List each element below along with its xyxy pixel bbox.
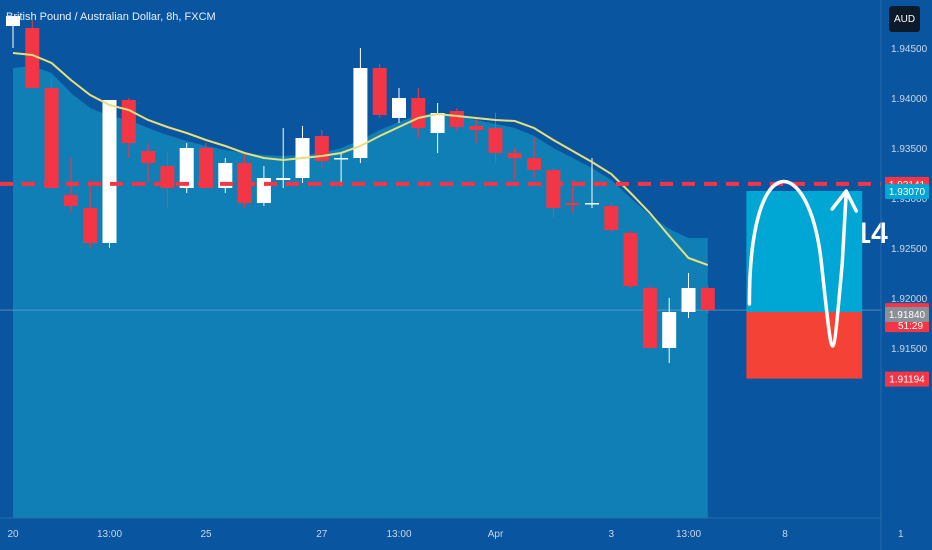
stop-zone (746, 312, 863, 379)
countdown-label: 51:29 (898, 321, 923, 332)
candle-bear (121, 100, 136, 143)
candle-bear (488, 128, 503, 153)
price-badge-label: 1.93070 (889, 187, 926, 198)
candle-bear (507, 153, 522, 158)
y-tick-label: 1.94500 (891, 44, 928, 55)
candle-bear (44, 88, 59, 188)
candle-bear (642, 288, 657, 348)
candle-bull (218, 163, 233, 188)
x-tick-label: 13:00 (97, 529, 122, 540)
price-badge (885, 184, 929, 199)
candle-bear (372, 68, 387, 115)
price-badge-label: 1.91840 (889, 310, 926, 321)
candle-bull (276, 178, 291, 180)
moving-average-line (12, 52, 709, 266)
x-tick-label: 20 (7, 529, 19, 540)
candle-bull (256, 178, 271, 203)
x-tick-label: 1 (898, 529, 904, 540)
candle-bull (334, 158, 349, 160)
candle-bear (604, 206, 619, 230)
y-tick-label: 1.91500 (891, 344, 928, 355)
y-tick-label: 1.92000 (891, 294, 928, 305)
price-badge (885, 307, 929, 322)
candle-bull (353, 68, 368, 158)
candle-bear (546, 170, 561, 208)
candle-bear (199, 148, 213, 188)
candle-bear (25, 28, 40, 88)
x-tick-label: 8 (782, 529, 788, 540)
x-tick-label: Apr (488, 529, 504, 540)
candle-bull (585, 203, 599, 205)
y-tick-label: 1.92500 (891, 244, 928, 255)
chart-title: British Pound / Australian Dollar, 8h, F… (6, 11, 216, 23)
candle-bull (179, 148, 194, 188)
price-badge-label: 1.91194 (889, 375, 925, 386)
candle-bear (469, 126, 484, 130)
candle-bull (662, 312, 677, 348)
candle-bear (565, 203, 580, 205)
projection-curve (747, 179, 848, 348)
candle-bull (392, 98, 406, 118)
candle-bull (430, 113, 445, 133)
y-tick-label: 1.93000 (891, 194, 928, 205)
candle-bull (681, 288, 696, 312)
x-tick-label: 13:00 (676, 529, 701, 540)
currency-button[interactable]: AUD (889, 6, 920, 32)
x-tick-label: 3 (609, 529, 615, 540)
x-tick-label: 13:00 (386, 529, 411, 540)
y-tick-label: 1.94000 (891, 94, 928, 105)
price-badge (885, 371, 929, 387)
x-tick-label: 25 (200, 529, 212, 540)
candle-bull (6, 16, 20, 26)
candle-bear (411, 98, 426, 128)
candle-bear (527, 158, 542, 170)
candle-bear (449, 111, 464, 127)
candle-bear (623, 233, 638, 286)
candle-bear (63, 195, 78, 206)
y-tick-label: 1.93500 (891, 144, 928, 155)
candle-bear (141, 151, 156, 163)
candle-bull (102, 100, 117, 243)
candle-bear (700, 288, 715, 310)
x-tick-label: 27 (316, 529, 328, 540)
projection-arrow (830, 189, 858, 213)
candle-bear (83, 208, 98, 243)
